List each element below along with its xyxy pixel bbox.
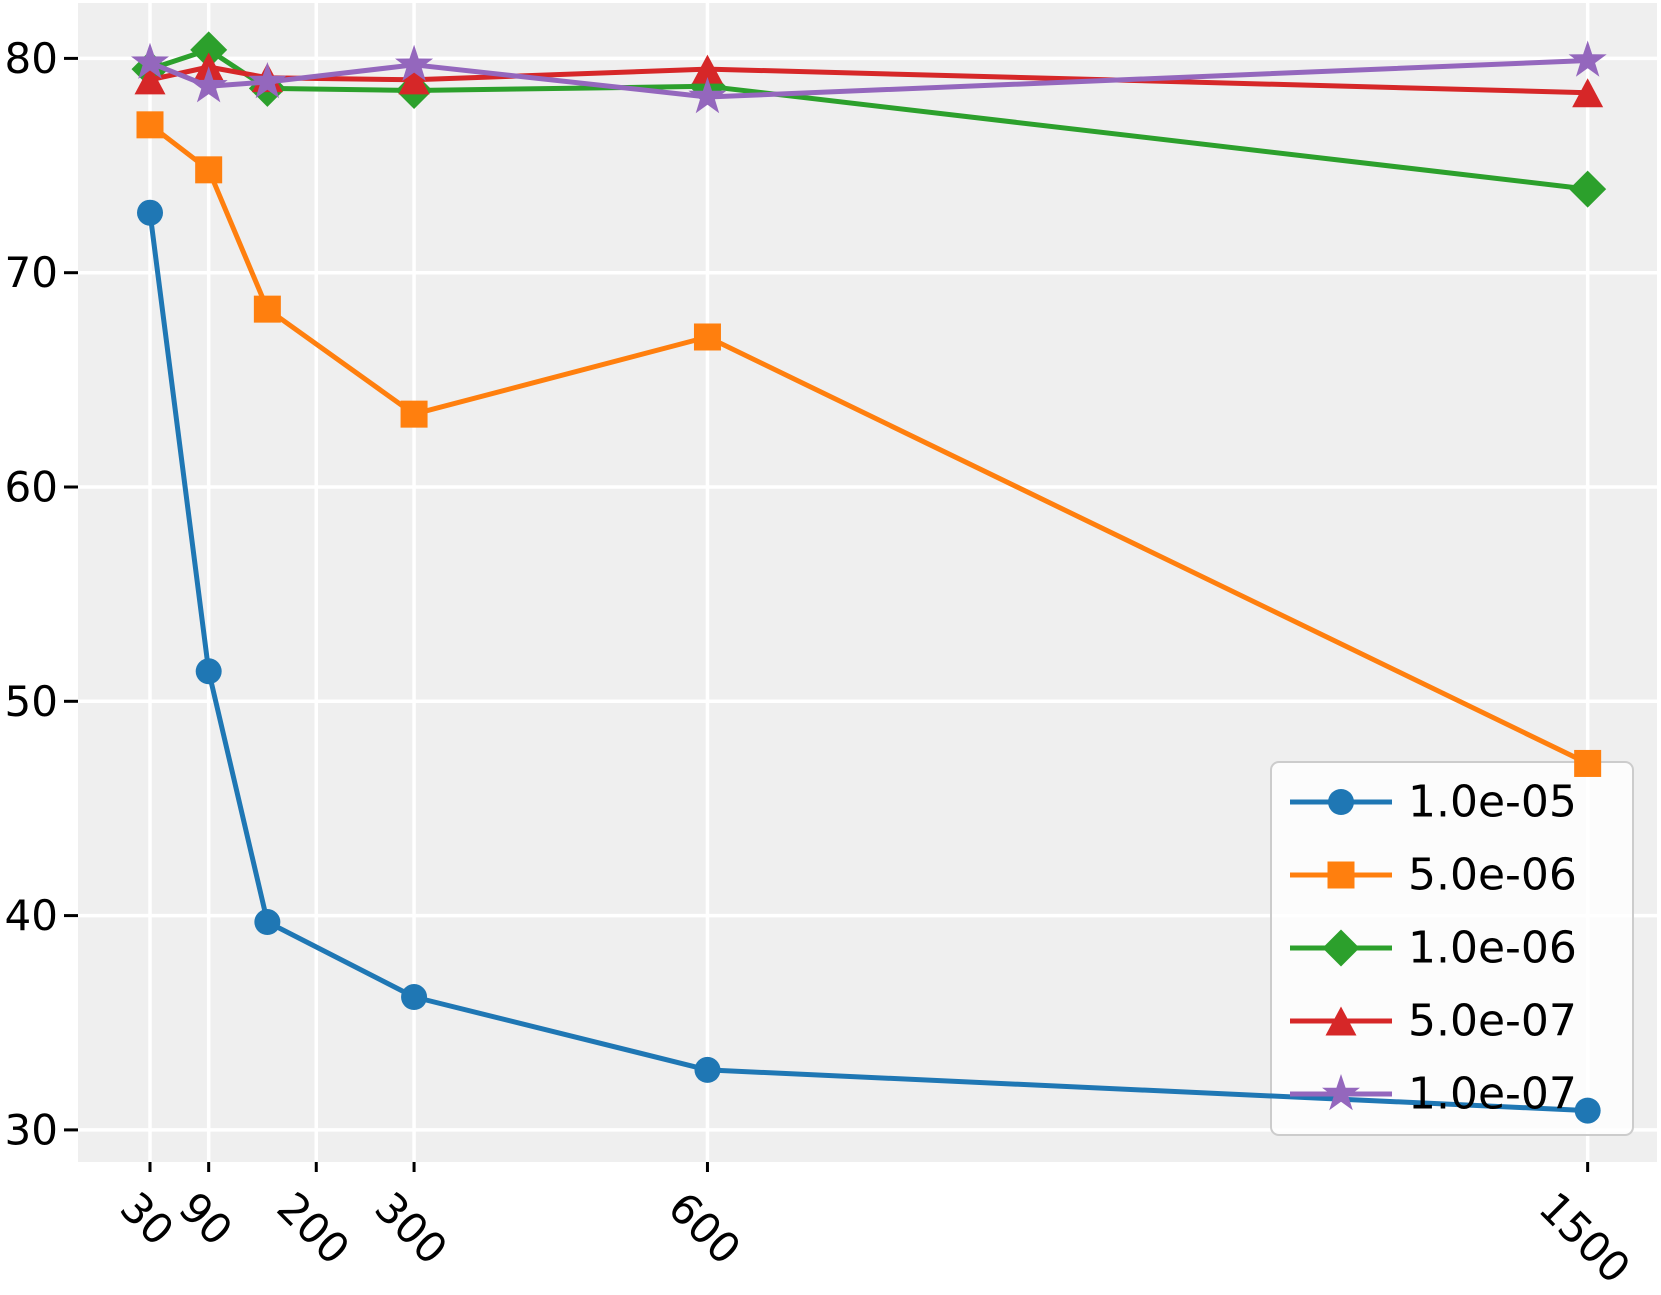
series-1.0e-05 [137, 199, 1601, 1124]
y-axis-labels: 30 40 50 60 70 80 [5, 34, 58, 1155]
circle-marker [401, 984, 428, 1011]
legend-diamond-icon [1322, 929, 1360, 967]
y-tick-label: 40 [5, 891, 58, 940]
y-tick-label: 80 [5, 34, 58, 83]
series-line-5.0e-07 [149, 64, 1588, 96]
legend-star-icon [1322, 1074, 1360, 1111]
square-marker [136, 111, 164, 139]
circle-marker [195, 658, 222, 685]
square-marker [195, 156, 223, 184]
legend-label: 1.0e-06 [1408, 923, 1577, 974]
square-marker [693, 323, 721, 351]
triangle-marker [134, 65, 166, 95]
legend-label: 5.0e-06 [1408, 850, 1577, 901]
triangle-marker [691, 54, 723, 84]
star-marker [189, 66, 228, 103]
legend-entry-5.0e-06: 5.0e-06 [1290, 850, 1577, 901]
tick-marks [64, 56, 1590, 1172]
circle-marker [254, 909, 281, 936]
legend-triangle-icon [1325, 1006, 1357, 1036]
triangle-marker [398, 65, 430, 95]
star-marker [688, 77, 727, 114]
circle-marker [1574, 1097, 1601, 1124]
y-tick-label: 60 [5, 463, 58, 512]
legend: 1.0e-05 5.0e-06 1.0e-06 5.0e-07 1.0e-07 [1290, 777, 1577, 1120]
star-marker [131, 42, 169, 79]
legend-square-icon [1327, 861, 1355, 889]
square-marker [1574, 749, 1602, 777]
y-tick-label: 50 [5, 677, 58, 726]
legend-box [1270, 761, 1634, 1136]
legend-label: 1.0e-07 [1408, 1069, 1577, 1120]
diamond-marker [1569, 170, 1607, 208]
circle-marker [137, 199, 163, 226]
series-1.0e-07 [131, 40, 1607, 114]
star-marker [395, 44, 434, 81]
y-tick-label: 30 [5, 1105, 58, 1154]
series-line-1.0e-05 [147, 212, 1588, 1114]
triangle-marker [1572, 78, 1604, 108]
legend-entry-5.0e-07: 5.0e-07 [1290, 996, 1577, 1047]
legend-circle-icon [1328, 789, 1354, 815]
legend-entry-1.0e-07: 1.0e-07 [1290, 1069, 1577, 1120]
legend-entry-1.0e-06: 1.0e-06 [1290, 923, 1577, 974]
series-5.0e-06 [136, 111, 1602, 777]
legend-entry-1.0e-05: 1.0e-05 [1290, 777, 1577, 828]
y-tick-label: 70 [5, 248, 58, 297]
circle-marker [694, 1056, 721, 1083]
star-marker [1568, 40, 1607, 77]
legend-label: 1.0e-05 [1408, 777, 1577, 828]
square-marker [400, 400, 428, 428]
legend-label: 5.0e-07 [1408, 996, 1577, 1047]
star-marker [248, 62, 287, 99]
diamond-marker [190, 31, 228, 69]
square-marker [253, 295, 281, 323]
